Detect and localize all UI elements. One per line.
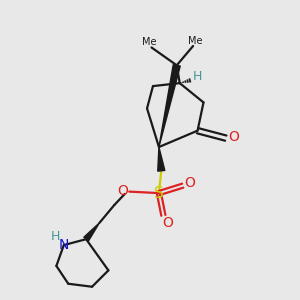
Text: H: H (193, 70, 202, 83)
Text: S: S (154, 186, 164, 201)
Text: O: O (185, 176, 196, 190)
Text: Me: Me (142, 37, 156, 47)
Text: O: O (162, 216, 173, 230)
Text: H: H (51, 230, 60, 243)
Text: Me: Me (188, 36, 203, 46)
Text: N: N (58, 238, 69, 252)
Text: O: O (229, 130, 240, 144)
Polygon shape (159, 64, 180, 147)
Polygon shape (158, 147, 165, 171)
Polygon shape (84, 223, 100, 241)
Text: O: O (117, 184, 128, 198)
